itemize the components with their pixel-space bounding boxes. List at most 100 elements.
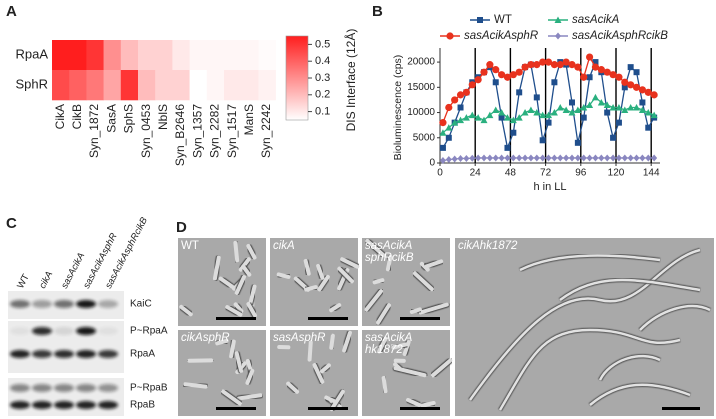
blot-band — [32, 300, 52, 308]
heat-cell — [155, 70, 173, 101]
legend-label: sasAcikAsphRcikB — [572, 30, 668, 42]
blot-band — [10, 384, 30, 392]
x-tick-label: 24 — [470, 168, 482, 179]
column-label: NblS — [156, 104, 170, 130]
panel-label: D — [176, 219, 187, 236]
marker — [598, 154, 605, 162]
marker — [580, 154, 587, 162]
marker — [545, 119, 552, 126]
micrograph-label: cikAsphR — [181, 332, 230, 344]
column-label: ManS — [242, 104, 256, 135]
marker — [445, 124, 453, 131]
marker — [557, 154, 564, 162]
legend-marker — [477, 17, 483, 23]
marker — [469, 154, 476, 162]
marker — [474, 76, 482, 84]
blot-band — [54, 327, 74, 335]
column-label: Syn_1357 — [190, 104, 204, 158]
scale-bar — [400, 407, 440, 410]
colorbar — [285, 35, 309, 121]
marker — [627, 104, 635, 111]
marker — [468, 81, 476, 89]
marker — [516, 89, 523, 96]
y-tick-label: 0 — [429, 158, 435, 169]
x-tick-label: 0 — [437, 168, 443, 179]
marker — [644, 88, 652, 96]
marker — [474, 114, 482, 121]
column-label: CikA — [53, 104, 67, 129]
marker — [504, 154, 511, 162]
marker — [492, 66, 500, 74]
blot-band — [76, 327, 96, 335]
cell — [212, 255, 221, 281]
cell — [340, 257, 360, 269]
marker — [621, 84, 628, 91]
heat-cell — [258, 40, 276, 71]
micrograph-label: sphRcikB — [365, 252, 414, 264]
cell — [233, 302, 244, 314]
micrograph-label: cikA — [273, 240, 295, 252]
legend-marker — [446, 32, 454, 40]
blot-band — [98, 327, 118, 335]
marker — [480, 116, 488, 124]
cell — [218, 276, 235, 289]
heat-cell — [103, 70, 122, 101]
marker — [638, 86, 647, 94]
column-label: SasA — [104, 104, 118, 133]
marker — [638, 106, 646, 114]
marker — [651, 154, 658, 162]
marker — [604, 109, 611, 116]
marker — [591, 63, 600, 71]
marker — [492, 106, 500, 114]
marker — [633, 154, 640, 162]
row-label: RpaA — [15, 46, 48, 61]
marker — [439, 156, 446, 164]
marker — [439, 119, 447, 127]
micrograph-label: sasAcikA — [365, 332, 413, 344]
heat-cell — [69, 70, 87, 101]
marker — [533, 109, 541, 116]
cell — [412, 271, 434, 292]
blot-band — [98, 384, 118, 392]
marker — [632, 83, 641, 91]
blot-band — [32, 384, 52, 392]
marker — [609, 71, 617, 79]
cell — [329, 333, 335, 350]
blot-band — [76, 300, 96, 308]
column-label: CikB — [70, 104, 84, 129]
marker — [603, 68, 611, 76]
cell — [248, 284, 257, 306]
marker — [550, 109, 558, 116]
marker — [627, 154, 634, 162]
filament — [559, 278, 701, 302]
heat-cell — [86, 70, 104, 101]
marker — [445, 103, 453, 112]
cells — [376, 335, 454, 409]
scale-bar — [308, 407, 348, 410]
blot-band — [76, 384, 96, 392]
heat-cell — [189, 70, 208, 101]
cell — [376, 303, 392, 325]
cell — [420, 400, 436, 408]
cell — [316, 263, 325, 280]
cell — [381, 375, 388, 394]
filament — [589, 383, 691, 406]
column-label: SphS — [122, 104, 136, 133]
cell — [233, 240, 240, 263]
heat-cell — [189, 40, 208, 71]
marker — [563, 154, 570, 162]
x-tick-label: 72 — [540, 168, 552, 179]
cells — [178, 239, 258, 319]
marker — [503, 114, 511, 121]
cell — [286, 381, 300, 394]
y-tick-label: 5000 — [413, 132, 436, 143]
cell — [304, 285, 318, 292]
cell — [317, 274, 330, 292]
marker — [475, 154, 482, 162]
colorbar-tick-label: 0.4 — [315, 55, 330, 67]
blot-band — [32, 401, 52, 409]
heat-cell — [258, 70, 276, 101]
blot-strip — [8, 378, 124, 416]
marker — [527, 106, 535, 114]
marker — [550, 61, 559, 69]
